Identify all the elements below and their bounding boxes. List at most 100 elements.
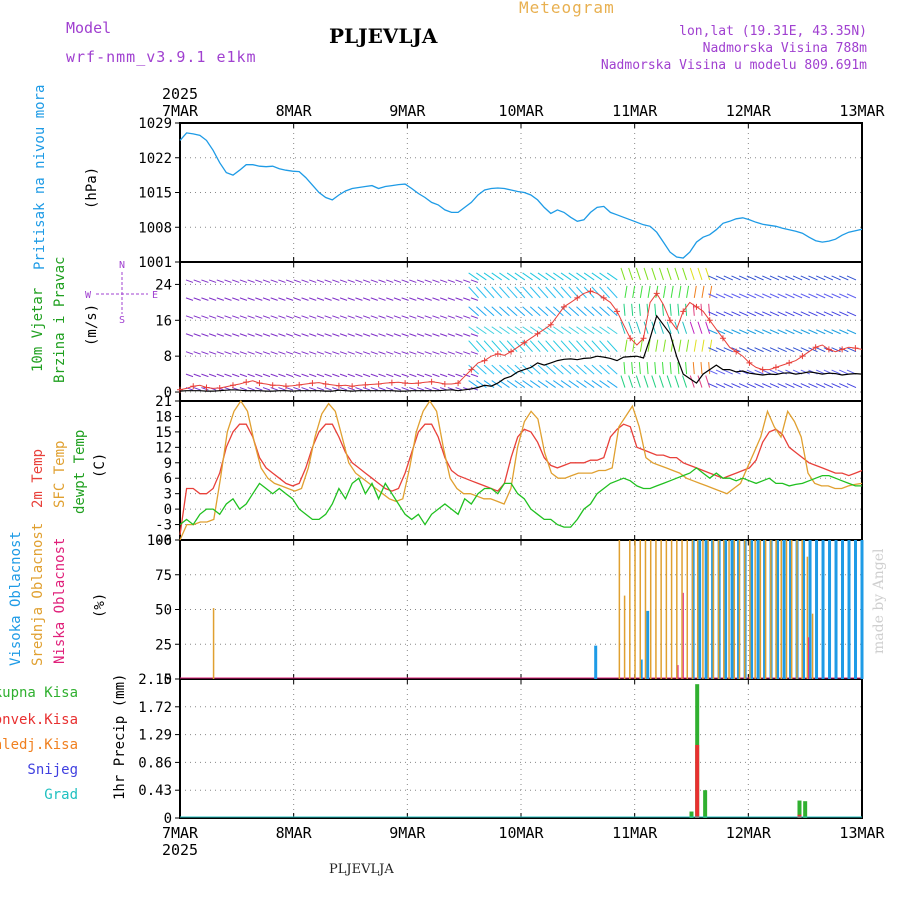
wind-arrow [628,321,634,334]
high-cloud-bar [782,540,786,679]
mid-cloud-bar [764,540,767,679]
x-tick-label-top: 11MAR [612,102,658,120]
y-tick-label: 1022 [138,151,172,167]
wind-compass: N S W E [85,260,158,326]
wind-arrow [208,315,217,319]
wind-arrow [738,347,749,353]
wind-arrow [193,373,201,378]
wind-arrow [324,333,332,337]
mid-cloud-bar [796,540,798,679]
total-precip-bar [689,811,694,818]
wind-arrow [370,279,378,283]
high-cloud-bar [730,540,734,679]
y-tick-label: 1015 [138,186,172,202]
wind-arrow [355,351,363,355]
wind-arrow [537,364,549,375]
wind-arrow [339,297,348,301]
wind-arrow [777,383,787,389]
wind-arrow [401,351,409,355]
wind-arrow [339,279,348,283]
wind-gust-marker [706,317,713,324]
wind-arrow [255,373,263,378]
wind-arrow [386,315,394,319]
station-title: PLJEVLJA [329,24,438,48]
wind-arrow [738,275,749,281]
wind-arrow [470,315,479,319]
wind-arrow [362,373,371,378]
wind-arrow [708,303,711,316]
wind-arrow [731,311,741,317]
wind-arrow [514,272,526,281]
wind-arrow [560,364,572,375]
wind-arrow [823,275,834,281]
wind-arrow [293,315,301,319]
wind-arrow [347,373,355,378]
high-cloud-bar [763,540,767,679]
wind-arrow [808,347,818,353]
wind-arrow [746,383,757,389]
wind-arrow [293,351,301,355]
wind-arrow [792,329,803,335]
wind-arrow [339,373,348,378]
y-tick-label: 75 [155,568,172,584]
wind-arrow [347,279,355,283]
y-tick-label: 0.43 [138,783,172,799]
wind-arrow [522,286,533,299]
wind-gust-marker [256,380,263,387]
wind-arrow [255,333,263,337]
wind-arrow [262,373,271,378]
wind-arrow [506,272,518,281]
wind-arrow [624,285,628,298]
wind-gust-marker [561,303,568,310]
wind-arrow [193,387,201,391]
wind-arrow [476,272,487,281]
wind-arrow [583,340,595,353]
wind-arrow [499,286,510,299]
wind-arrow [185,373,194,378]
x-tick-label-bottom: 10MAR [498,824,544,842]
wind-arrow [800,293,810,299]
high-cloud-bar [821,540,825,679]
wind-arrow [591,364,603,375]
wind-arrow [599,380,610,388]
wind-arrow [401,387,409,391]
x-tick-label-bottom: 7MAR [162,824,199,842]
wind-arrow [606,380,618,388]
wind-arrow [553,364,564,375]
wind-arrow [792,311,803,317]
precip-legend-item: Snijeg [27,762,78,778]
wind-arrow [808,293,818,299]
wind-arrow [324,351,332,355]
wind-arrow [362,333,371,337]
wind-gust-marker [812,344,819,351]
wind-gust-marker [534,330,541,337]
wind-arrow [620,267,626,281]
wind-arrow [476,306,487,317]
wind-arrow [201,315,209,319]
wind-arrow [792,347,803,353]
meteogram-title: Meteogram [519,0,615,17]
wind-arrow [483,364,495,375]
precip-axis-label: 1hr Precip (mm) [112,674,128,800]
wind-arrow [723,347,733,353]
x-tick-label-top: 8MAR [276,102,313,120]
wind-arrow [785,347,795,353]
high-cloud-bar [808,540,812,679]
wind-arrow [285,333,294,337]
y-tick-label: 100 [147,533,172,549]
wind-arrow [846,275,857,281]
wind-arrow [682,267,688,281]
wind-gust-marker [799,353,806,360]
wind-arrow [846,311,857,317]
wind-gust-marker [693,303,700,310]
wind-arrow [762,383,772,389]
precip-legend-item: Ukupna Kisa [0,685,78,701]
wind-arrow [432,351,440,355]
wind-arrow [792,293,803,299]
wind-arrow [201,333,209,337]
wind-arrow [491,272,503,281]
wind-arrow [270,387,278,391]
wind-arrow [324,387,332,391]
y-tick-label: 9 [164,456,172,472]
